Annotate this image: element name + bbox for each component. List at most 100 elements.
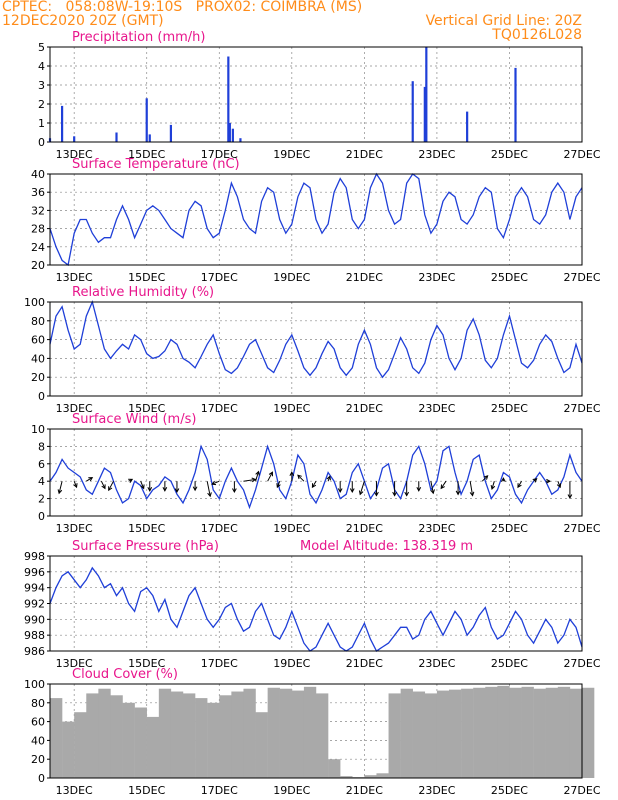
x-tick-label: 13DEC — [56, 148, 93, 161]
wind-arrow — [211, 480, 220, 485]
wind-arrow — [297, 474, 305, 482]
x-tick-label: 21DEC — [346, 402, 383, 415]
wind-arrow — [517, 480, 522, 488]
cloud-bar — [86, 693, 99, 778]
cloud-bar — [50, 698, 63, 778]
x-tick-label: 19DEC — [273, 402, 310, 415]
header-location: CPTEC: 058:08W-19:10S PROX02: COIMBRA (M… — [2, 0, 363, 15]
y-tick-label: 10 — [31, 423, 45, 436]
cloud-bar — [545, 687, 559, 778]
x-tick-label: 17DEC — [201, 784, 238, 797]
cloud-bar — [497, 685, 510, 778]
wind-arrow — [100, 480, 106, 489]
wind-arrow-head — [440, 484, 445, 490]
y-tick-label: 20 — [31, 259, 45, 272]
x-tick-label: 19DEC — [273, 148, 310, 161]
x-tick-label: 13DEC — [56, 271, 93, 284]
wind-arrow-head — [289, 471, 295, 476]
wind-arrow-head — [358, 490, 364, 496]
precip-bar — [228, 123, 231, 142]
precip-bar — [231, 128, 234, 142]
cloud-bar — [134, 707, 147, 778]
wind-arrow-head — [455, 490, 461, 496]
wind-arrow — [243, 478, 256, 482]
cloud-bar — [340, 776, 353, 778]
y-tick-label: 4 — [38, 475, 45, 488]
panel-frame-wind — [49, 428, 583, 517]
cloud-bar — [582, 687, 595, 778]
y-tick-label: 4 — [38, 60, 45, 73]
wind-arrow-head — [546, 478, 551, 484]
cloud-bar — [303, 686, 317, 778]
y-tick-label: 8 — [38, 440, 45, 453]
x-tick-label: 27DEC — [563, 522, 600, 535]
x-tick-label: 23DEC — [418, 522, 455, 535]
cloud-bar — [98, 688, 111, 778]
precip-bar — [73, 136, 76, 142]
wind-arrow-head — [207, 492, 212, 498]
precip-bar — [227, 56, 230, 142]
wind-arrow — [440, 480, 447, 489]
x-tick-label: 21DEC — [346, 784, 383, 797]
y-tick-label: 0 — [38, 136, 45, 149]
x-tick-label: 25DEC — [491, 784, 528, 797]
cloud-bar — [122, 702, 135, 778]
wind-arrow-head — [337, 488, 343, 494]
wind-arrow — [359, 481, 365, 495]
y-tick-label: 6 — [38, 458, 45, 471]
panel-frame-rh — [49, 301, 583, 397]
cloud-bar — [509, 687, 522, 778]
wind-arrow-head — [490, 484, 496, 490]
y-tick-label: 992 — [24, 598, 45, 611]
cloud-bar — [557, 686, 571, 778]
wind-arrow-head — [483, 475, 489, 480]
wind-arrow-head — [276, 483, 281, 489]
panel-title-precip: Precipitation (mm/h) — [72, 30, 205, 45]
y-tick-label: 40 — [31, 168, 45, 181]
x-tick-label: 19DEC — [273, 522, 310, 535]
wind-arrow-head — [374, 491, 379, 497]
x-tick-label: 23DEC — [418, 148, 455, 161]
wind-arrow-head — [532, 478, 538, 483]
cloud-bar — [388, 693, 401, 778]
x-tick-label: 23DEC — [418, 402, 455, 415]
panel-precip: Precipitation (mm/h) 0 1 2 3 4 5 13DEC 15DEC 17DE… — [38, 30, 601, 161]
y-tick-label: 36 — [31, 186, 45, 199]
header-model-code: TQ0126L028 — [492, 27, 582, 43]
wind-arrow — [430, 481, 434, 494]
x-tick-label: 13DEC — [56, 657, 93, 670]
y-tick-label: 5 — [38, 41, 45, 54]
wind-arrow-head — [101, 484, 106, 490]
y-tick-label: 20 — [31, 753, 45, 766]
x-tick-label: 27DEC — [563, 784, 600, 797]
x-tick-label: 27DEC — [563, 402, 600, 415]
cloud-bar — [533, 688, 546, 778]
wind-arrow-head — [297, 474, 302, 480]
precip-bar — [169, 124, 173, 142]
y-tick-label: 80 — [31, 315, 45, 328]
wind-arrow-head — [268, 471, 273, 477]
x-tick-label: 13DEC — [56, 402, 93, 415]
wind-arrow-head — [192, 486, 198, 492]
cloud-bar — [376, 773, 389, 778]
series-line-press — [49, 566, 583, 652]
x-tick-label: 15DEC — [128, 784, 165, 797]
x-tick-label: 23DEC — [418, 657, 455, 670]
wind-arrow-head — [108, 486, 113, 492]
cloud-bar — [485, 686, 498, 778]
x-tick-label: 23DEC — [418, 271, 455, 284]
y-tick-label: 0 — [38, 510, 45, 523]
cloud-bar — [291, 690, 305, 778]
cloud-bar — [146, 716, 160, 778]
wind-arrow-head — [404, 491, 410, 497]
series-line-rh — [49, 299, 583, 379]
cloud-bar — [267, 687, 280, 778]
precip-bar — [60, 105, 64, 142]
wind-arrow-head — [147, 487, 153, 492]
cloud-bar — [231, 691, 244, 778]
wind-arrow-head — [232, 488, 237, 494]
wind-arrow-head — [128, 478, 134, 483]
x-tick-label: 15DEC — [128, 148, 165, 161]
cloud-bar — [219, 695, 232, 778]
panel-frame-cloud — [49, 683, 583, 779]
